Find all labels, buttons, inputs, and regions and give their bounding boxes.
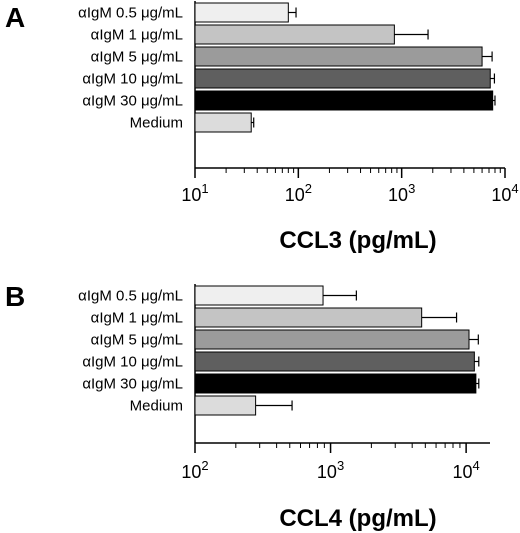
x-tick-label: 103 (317, 458, 344, 482)
bar (194, 329, 470, 350)
bar (194, 351, 475, 372)
x-axis-title: CCL3 (pg/mL) (279, 227, 436, 254)
chart-panel-b: B 102 103 104 αIgM 0.5 μg/mL αIgM 1 μg/mL αIgM… (5, 281, 490, 532)
x-axis-title: CCL4 (pg/mL) (279, 505, 436, 532)
x-tick-label: 104 (491, 181, 518, 205)
bar (194, 307, 423, 328)
bar (194, 68, 491, 89)
category-label: αIgM 1 μg/mL (91, 310, 183, 327)
bar (194, 285, 324, 306)
x-tick-label: 103 (388, 181, 415, 205)
category-label: αIgM 30 μg/mL (82, 376, 183, 393)
category-label: Medium (130, 115, 183, 132)
category-label: αIgM 10 μg/mL (82, 354, 183, 371)
panel-label: A (5, 2, 25, 33)
x-tick-label: 101 (181, 181, 208, 205)
chart-panel-a: A 101 102 103 104 αIgM 0.5 μg/mL αIgM 1 μg/mL α… (5, 1, 519, 254)
bar (194, 24, 395, 45)
bar (194, 112, 252, 133)
bar (194, 46, 483, 67)
category-label: αIgM 30 μg/mL (82, 93, 183, 110)
category-label: αIgM 1 μg/mL (91, 27, 183, 44)
category-label: αIgM 0.5 μg/mL (78, 288, 183, 305)
bar (194, 395, 257, 416)
category-label: αIgM 10 μg/mL (82, 71, 183, 88)
category-label: αIgM 5 μg/mL (91, 332, 183, 349)
x-tick-label: 104 (452, 458, 479, 482)
x-tick-label: 102 (285, 181, 312, 205)
bar (194, 2, 289, 23)
category-label: αIgM 5 μg/mL (91, 49, 183, 66)
bar (194, 373, 477, 394)
bar (194, 90, 494, 111)
category-label: αIgM 0.5 μg/mL (78, 5, 183, 22)
x-tick-label: 102 (181, 458, 208, 482)
panel-label: B (5, 281, 25, 312)
category-label: Medium (130, 398, 183, 415)
